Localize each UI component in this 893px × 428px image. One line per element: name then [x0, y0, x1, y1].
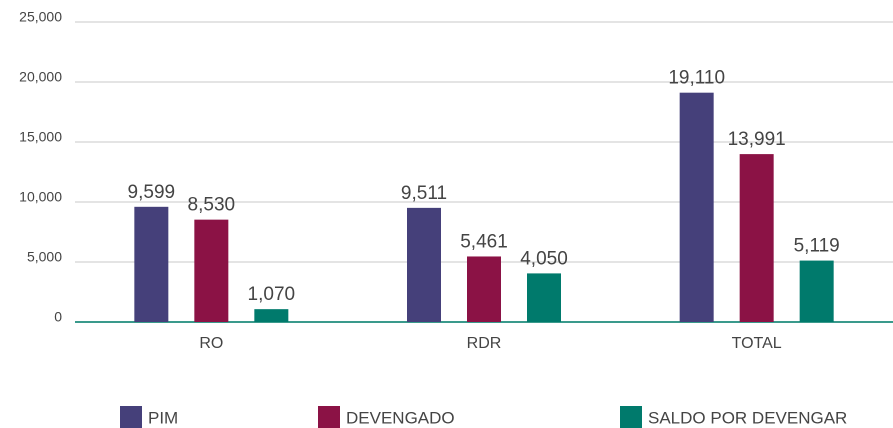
x-tick-label: TOTAL [732, 335, 782, 352]
legend-label: DEVENGADO [346, 408, 455, 427]
bar [527, 273, 561, 322]
legend-swatch [120, 406, 142, 428]
legend-swatch [620, 406, 642, 428]
legend-label: PIM [148, 408, 178, 427]
y-tick-label: 20,000 [19, 69, 62, 85]
value-label: 5,461 [460, 231, 508, 252]
value-label: 8,530 [188, 195, 236, 216]
bar [467, 256, 501, 322]
value-label: 9,599 [128, 182, 176, 203]
bar [799, 260, 834, 322]
bar [254, 309, 289, 322]
value-label: 13,991 [728, 129, 786, 150]
legend-swatch [318, 406, 340, 428]
y-tick-label: 25,000 [19, 9, 62, 25]
value-label: 5,119 [794, 236, 840, 257]
bar [407, 207, 441, 322]
bar [679, 92, 714, 323]
x-tick-label: RDR [467, 335, 502, 352]
value-label: 9,511 [401, 183, 447, 204]
y-tick-label: 0 [54, 309, 62, 325]
y-tick-label: 15,000 [19, 129, 62, 145]
value-label: 1,070 [248, 284, 296, 305]
bar [739, 154, 774, 322]
y-tick-label: 10,000 [19, 189, 62, 205]
legend-label: SALDO POR DEVENGAR [648, 408, 847, 427]
x-tick-label: RO [199, 335, 223, 352]
bar [134, 206, 169, 322]
value-label: 4,050 [520, 248, 568, 269]
y-tick-label: 5,000 [27, 249, 62, 265]
bar [194, 219, 229, 322]
value-label: 19,110 [668, 68, 725, 89]
